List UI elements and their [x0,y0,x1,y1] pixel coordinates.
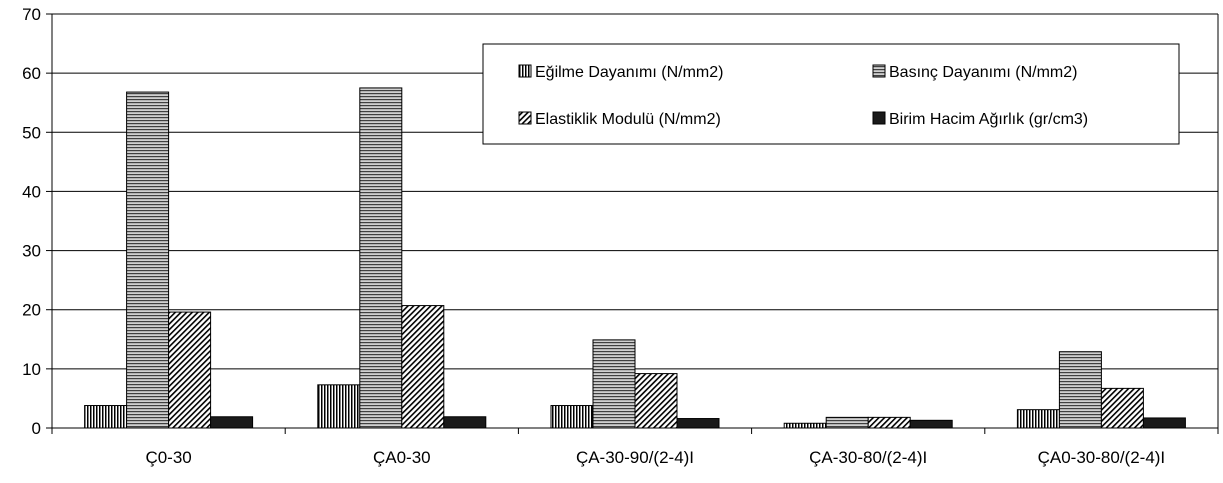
y-tick-label: 20 [22,301,41,320]
y-tick-label: 0 [32,419,41,438]
y-tick-label: 10 [22,360,41,379]
y-axis: 0 10 20 30 40 50 60 70 [22,5,1219,438]
bar [592,339,636,429]
bar [550,405,594,429]
bar [210,416,254,429]
x-tick-label: ÇA-30-90/(2-4)I [576,448,694,467]
bar [1142,417,1186,429]
legend-label: Birim Hacim Ağırlık (gr/cm3) [889,111,1088,128]
y-tick-label: 60 [22,64,41,83]
bars [84,87,1186,429]
bar [634,373,678,429]
y-tick-label: 70 [22,5,41,24]
bar [676,418,720,429]
legend-label: Eğilme Dayanımı (N/mm2) [535,64,723,81]
bar [909,419,953,429]
y-tick-label: 30 [22,242,41,261]
bar [867,416,911,429]
legend-swatch [872,111,886,125]
bar [126,91,170,429]
bar [825,416,869,429]
bar [1016,409,1060,429]
legend-swatch [872,64,886,78]
bar [443,416,487,429]
x-axis: Ç0-30 ÇA0-30 ÇA-30-90/(2-4)I ÇA-30-80/(2-4)… [51,427,1219,467]
bar [359,87,403,429]
x-tick-label: ÇA0-30-80/(2-4)I [1038,448,1166,467]
legend: Eğilme Dayanımı (N/mm2) Basınç Dayanımı (… [482,43,1180,145]
x-tick-label: ÇA-30-80/(2-4)I [809,448,927,467]
bar [317,384,361,429]
bar [1058,351,1102,429]
legend-label: Basınç Dayanımı (N/mm2) [889,64,1077,81]
x-tick-label: Ç0-30 [145,448,191,467]
y-tick-label: 50 [22,123,41,142]
y-tick-label: 40 [22,182,41,201]
legend-label: Elastiklik Modulü (N/mm2) [535,111,721,128]
legend-swatch [518,64,532,78]
bar [401,305,445,429]
x-tick-label: ÇA0-30 [373,448,431,467]
bar [168,311,212,429]
bar [84,405,128,429]
bar [1100,387,1144,429]
legend-swatch [518,111,532,125]
bar [783,422,827,429]
legend-box [482,43,1180,145]
